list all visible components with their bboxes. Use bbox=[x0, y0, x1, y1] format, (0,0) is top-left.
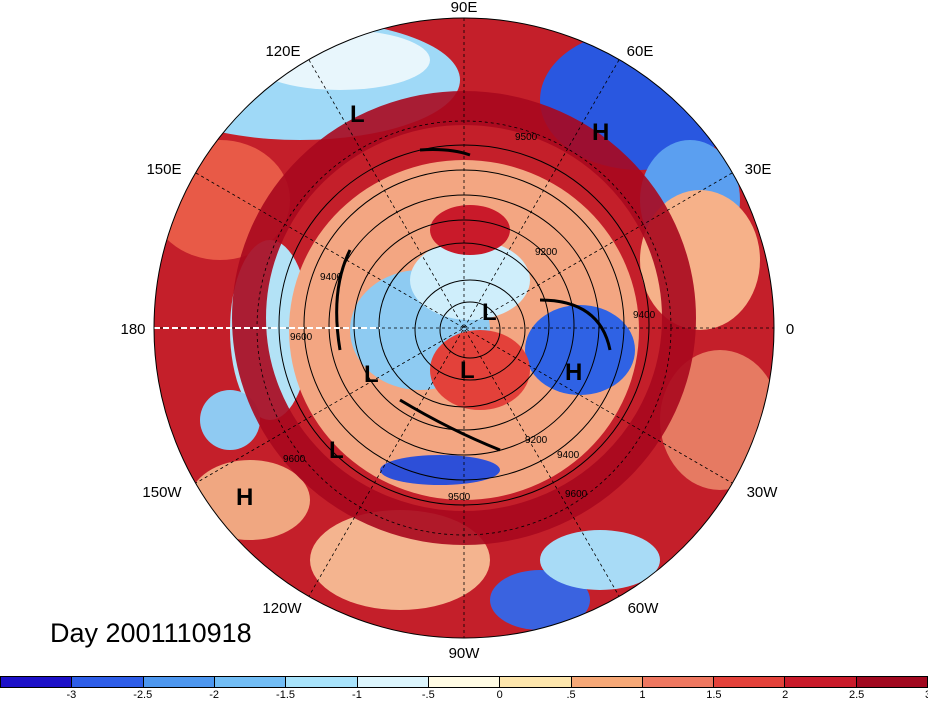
high-pressure-label: H bbox=[236, 484, 253, 511]
globe-border bbox=[153, 17, 775, 639]
colorbar-tick-label: 2.5 bbox=[848, 689, 865, 701]
contour-label: 9200 bbox=[535, 247, 558, 258]
lon-label-180: 180 bbox=[120, 321, 145, 338]
colorbar-segment bbox=[357, 677, 429, 687]
lon-label-150w: 150W bbox=[142, 484, 182, 501]
contour-label: 9600 bbox=[290, 332, 313, 343]
jet-contours bbox=[335, 148, 612, 452]
lon-label-30w: 30W bbox=[747, 484, 779, 501]
low-pressure-label: L bbox=[350, 101, 365, 128]
colorbar-tick-label: 1 bbox=[639, 689, 646, 701]
day-label: Day 2001110918 bbox=[50, 618, 252, 648]
colorbar-tick-label: -3 bbox=[66, 689, 77, 701]
high-pressure-label: H bbox=[565, 359, 582, 386]
colorbar-tick-label: 3 bbox=[925, 689, 928, 701]
colorbar-segment bbox=[642, 677, 715, 687]
contour-label: 9200 bbox=[525, 435, 548, 446]
colorbar-segment bbox=[72, 677, 144, 687]
lon-label-150e: 150E bbox=[146, 161, 181, 178]
colorbar-tick-label: -.5 bbox=[421, 689, 435, 701]
contour-label: 9600 bbox=[283, 454, 306, 465]
low-pressure-label: L bbox=[460, 357, 475, 384]
colorbar-segment bbox=[428, 677, 501, 687]
low-pressure-label: L bbox=[364, 361, 379, 388]
colorbar-segment bbox=[143, 677, 215, 687]
colorbar-segment bbox=[286, 677, 358, 687]
colorbar-labels: -3 -2.5 -2 -1.5 -1 -.5 0 .5 1 1.5 2 2.5 3 bbox=[0, 689, 928, 702]
lon-label-60w: 60W bbox=[628, 600, 660, 617]
colorbar-segment bbox=[714, 677, 786, 687]
contour-label: 9400 bbox=[557, 450, 580, 461]
colorbar bbox=[0, 676, 928, 688]
colorbar-segment bbox=[214, 677, 287, 687]
contour-label: 9400 bbox=[633, 310, 656, 321]
lon-label-0: 0 bbox=[786, 321, 794, 338]
colorbar-segment bbox=[500, 677, 572, 687]
colorbar-tick-label: .5 bbox=[566, 689, 576, 701]
lon-label-90w: 90W bbox=[449, 645, 481, 662]
low-pressure-label: L bbox=[482, 299, 497, 326]
lon-label-30e: 30E bbox=[745, 161, 772, 178]
colorbar-segment bbox=[785, 677, 857, 687]
colorbar-segment bbox=[571, 677, 643, 687]
colorbar-segment bbox=[856, 677, 928, 687]
colorbar-tick-label: -1 bbox=[352, 689, 362, 701]
colorbar-segment bbox=[1, 677, 73, 687]
colorbar-tick-label: 0 bbox=[496, 689, 503, 701]
colorbar-tick-label: -2 bbox=[209, 689, 220, 701]
colorbar-tick-label: -1.5 bbox=[276, 689, 296, 701]
lon-label-120w: 120W bbox=[262, 600, 302, 617]
lon-label-120e: 120E bbox=[265, 43, 300, 60]
colorbar-tick-label: 2 bbox=[782, 689, 789, 701]
lon-label-60e: 60E bbox=[627, 43, 654, 60]
contour-label: 9600 bbox=[565, 489, 588, 500]
contour-label: 9500 bbox=[515, 132, 538, 143]
lon-label-90e: 90E bbox=[451, 0, 478, 16]
contour-label: 9500 bbox=[448, 492, 471, 503]
low-pressure-label: L bbox=[329, 437, 344, 464]
high-pressure-label: H bbox=[592, 119, 609, 146]
colorbar-tick-label: -2.5 bbox=[133, 689, 153, 701]
contour-label: 9400 bbox=[320, 272, 343, 283]
colorbar-tick-label: 1.5 bbox=[706, 689, 722, 701]
